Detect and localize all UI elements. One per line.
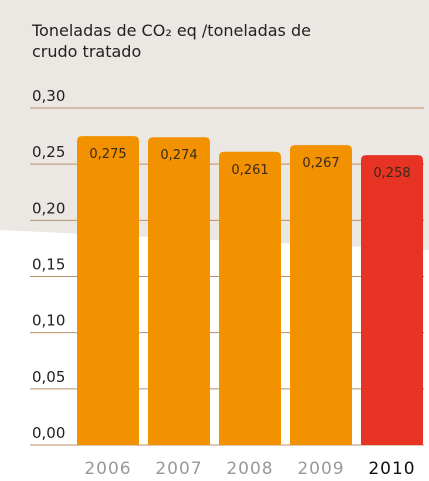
y-tick-label: 0,00 [32, 424, 65, 442]
x-tick-label: 2010 [368, 459, 415, 479]
value-label: 0,261 [231, 163, 268, 178]
y-tick-label: 0,05 [32, 368, 65, 386]
value-label: 0,258 [373, 166, 410, 181]
bar [290, 145, 352, 445]
x-tick-label: 2009 [297, 459, 344, 479]
value-label: 0,275 [89, 147, 126, 162]
value-label: 0,267 [302, 156, 339, 171]
y-tick-label: 0,30 [32, 87, 65, 105]
y-tick-label: 0,25 [32, 143, 65, 161]
bar [361, 155, 423, 445]
bar [77, 136, 139, 446]
x-tick-label: 2006 [84, 459, 131, 479]
y-tick-label: 0,15 [32, 256, 65, 274]
value-label: 0,274 [160, 148, 197, 163]
x-tick-label: 2007 [155, 459, 202, 479]
y-tick-label: 0,10 [32, 312, 65, 330]
bar [148, 137, 210, 445]
bar [219, 151, 281, 445]
chart-title: Toneladas de CO₂ eq /toneladas de crudo … [32, 21, 311, 61]
x-tick-label: 2008 [226, 459, 273, 479]
y-tick-label: 0,20 [32, 199, 65, 217]
